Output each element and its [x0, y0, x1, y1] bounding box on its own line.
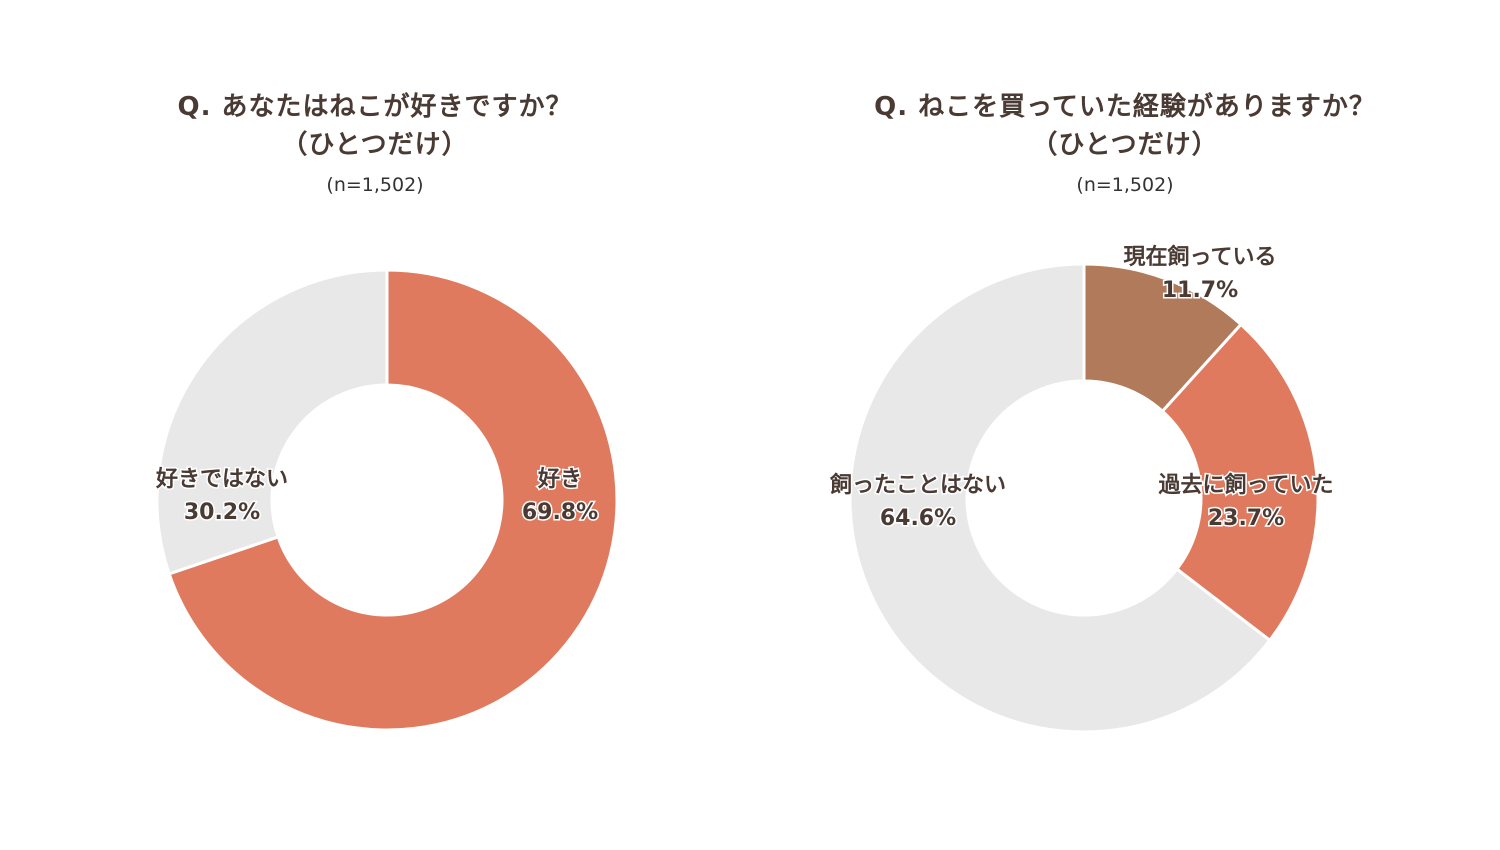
slice-value-label: 23.7%	[1208, 506, 1284, 531]
chart-title-line2: （ひとつだけ）	[1031, 130, 1219, 160]
slice-category-label: 現在飼っている	[1124, 244, 1277, 270]
slice-category-label: 飼ったことはない	[829, 472, 1006, 498]
donut-slice	[848, 262, 1272, 734]
donut-slice	[1160, 322, 1320, 643]
slice-category-label: 好きではない	[155, 466, 288, 492]
sample-size-label: (n=1,502)	[326, 174, 424, 196]
donut-slice	[155, 268, 389, 576]
slice-value-label: 69.8%	[522, 500, 598, 525]
donut-chart-likes-cats: 好き 69.8% 好きではない 30.2%	[153, 268, 619, 732]
chart-title-line1: Q. あなたはねこが好きですか？	[177, 92, 573, 122]
sample-size-label: (n=1,502)	[1076, 174, 1174, 196]
chart-panel-likes-cats: Q. あなたはねこが好きですか？ （ひとつだけ） (n=1,502) 好き 69.…	[153, 92, 619, 732]
slice-value-label: 11.7%	[1162, 278, 1238, 303]
chart-title-line2: （ひとつだけ）	[281, 130, 469, 160]
slice-value-label: 64.6%	[880, 506, 956, 531]
chart-title-line1: Q. ねこを買っていた経験がありますか？	[874, 92, 1376, 122]
slice-value-label: 30.2%	[184, 500, 260, 525]
chart-panel-cat-ownership: Q. ねこを買っていた経験がありますか？ （ひとつだけ） (n=1,502) 現…	[750, 0, 1500, 850]
donut-slice	[167, 268, 619, 732]
donut-chart-cat-ownership: 現在飼っている 11.7% 過去に飼っていた 23.7% 飼ったことはない 64.6%	[827, 243, 1335, 734]
slice-category-label: 過去に飼っていた	[1159, 472, 1334, 498]
slice-category-label: 好き	[537, 466, 582, 492]
